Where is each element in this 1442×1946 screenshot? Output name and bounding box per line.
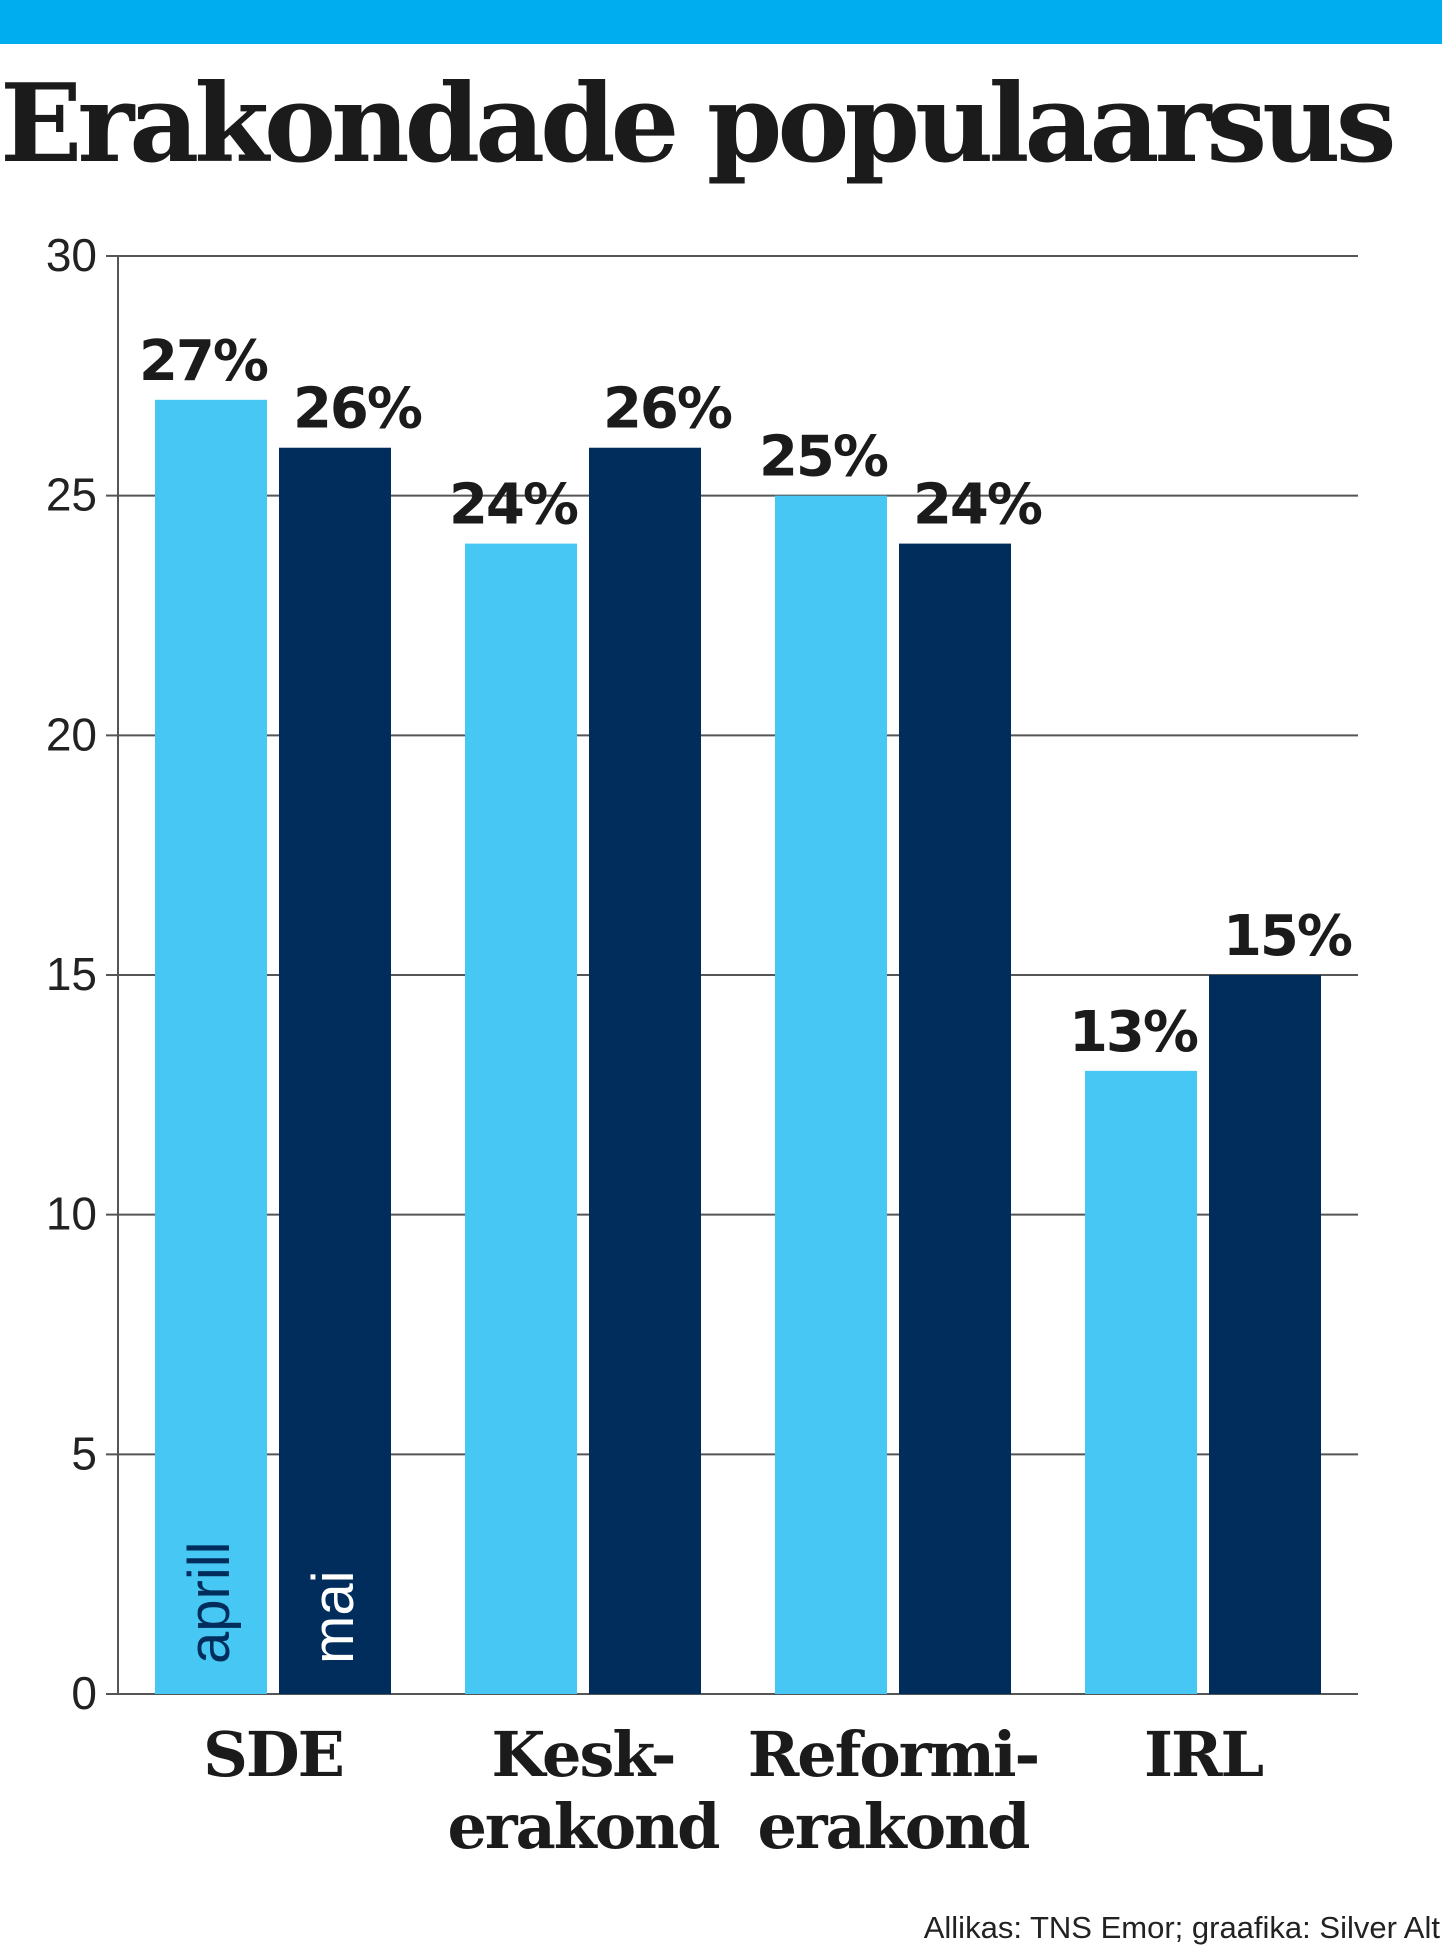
- source-credit: Allikas: TNS Emor; graafika: Silver Alt: [923, 1910, 1440, 1945]
- y-tick-label: 20: [46, 708, 97, 760]
- bar-mai-0: [279, 447, 391, 1694]
- value-label: 24%: [913, 473, 1042, 538]
- value-label: 26%: [603, 377, 732, 442]
- chart-title: Erakondade populaarsus: [0, 61, 1397, 187]
- bar-aprill-1: [465, 543, 577, 1694]
- bar-mai-1: [589, 447, 701, 1694]
- y-tick-label: 5: [71, 1427, 97, 1479]
- y-tick-label: 30: [46, 229, 97, 281]
- y-tick-label: 10: [46, 1188, 97, 1240]
- bar-mai-3: [1209, 975, 1321, 1694]
- legend-label-mai: mai: [301, 1571, 366, 1664]
- category-label: SDE: [203, 1718, 343, 1791]
- category-label: Kesk-: [491, 1718, 674, 1791]
- category-label: IRL: [1144, 1718, 1264, 1791]
- category-label: Reformi-: [748, 1718, 1039, 1791]
- bar-aprill-2: [775, 495, 887, 1695]
- category-label: erakond: [757, 1790, 1029, 1863]
- value-label: 25%: [759, 425, 888, 490]
- y-tick-label: 15: [46, 948, 97, 1000]
- value-label: 26%: [293, 377, 422, 442]
- top-accent-bar: [0, 0, 1442, 44]
- value-label: 24%: [449, 473, 578, 538]
- value-label: 15%: [1223, 904, 1352, 969]
- y-tick-label: 0: [71, 1667, 97, 1719]
- bar-aprill-0: [155, 399, 267, 1694]
- legend-label-aprill: aprill: [177, 1542, 242, 1665]
- bar-mai-2: [899, 543, 1011, 1694]
- category-label: erakond: [447, 1790, 719, 1863]
- value-label: 27%: [139, 329, 268, 394]
- y-tick-label: 25: [46, 469, 97, 521]
- value-label: 13%: [1069, 1000, 1198, 1065]
- bar-aprill-3: [1085, 1070, 1197, 1694]
